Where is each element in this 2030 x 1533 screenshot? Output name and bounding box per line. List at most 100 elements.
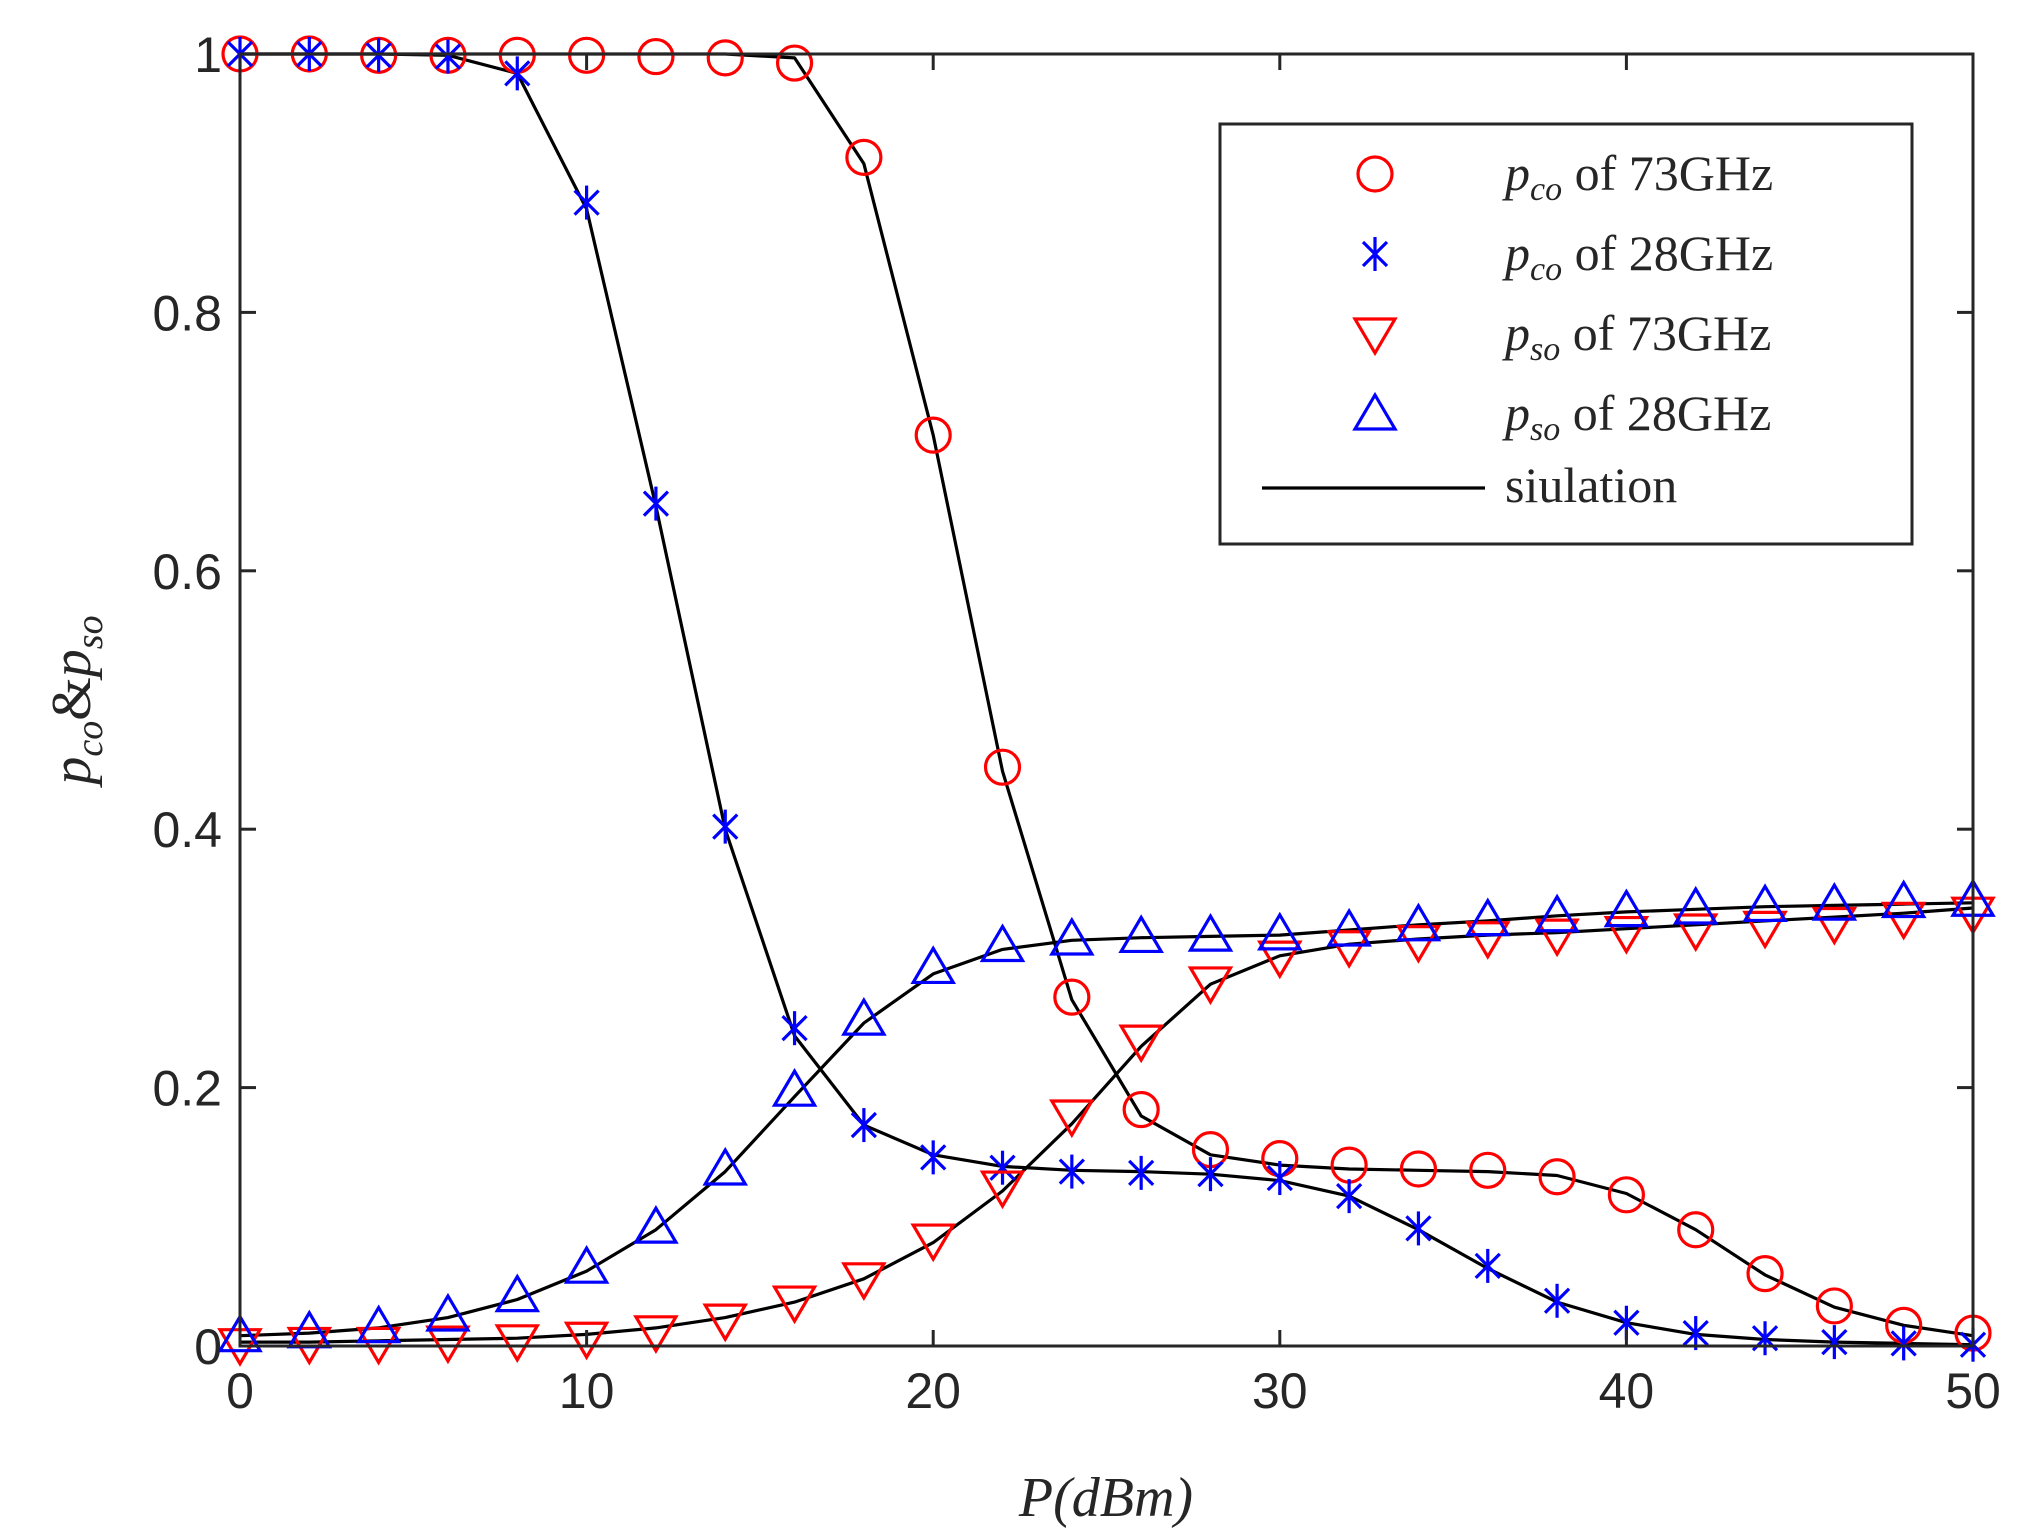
data-point <box>781 1011 808 1046</box>
marker-triangle-down <box>633 1315 679 1354</box>
data-point <box>1677 1211 1715 1249</box>
marker-triangle-down <box>1326 930 1372 969</box>
marker-triangle-up <box>563 1245 610 1284</box>
data-point <box>504 56 531 91</box>
data-point <box>1197 1157 1224 1192</box>
legend-4-text: of 28GHz <box>1560 385 1771 441</box>
marker-triangle-up <box>633 1204 679 1244</box>
marker-circle <box>1815 1287 1853 1325</box>
marker-triangle-up <box>217 1313 263 1353</box>
y-tick-label: 0.2 <box>152 1061 222 1117</box>
data-point <box>1399 1150 1438 1188</box>
tick-labels: 0 10 20 30 40 50 0 0.2 0.4 0.6 0.8 1 <box>152 27 2000 1419</box>
data-point <box>845 138 883 176</box>
y-label-var-1: p <box>41 757 103 789</box>
marker-stroke <box>1266 1164 1293 1192</box>
data-point <box>1405 1211 1432 1246</box>
data-point <box>1815 1287 1853 1325</box>
marker-triangle-up <box>1352 391 1398 431</box>
marker-stroke <box>1821 1328 1848 1356</box>
legend: pco of 73GHz pco of 28GHz pso of 73GHz p… <box>1218 122 1914 546</box>
data-point <box>1053 978 1091 1016</box>
x-tick-label: 50 <box>1945 1363 2001 1419</box>
data-point <box>702 1146 749 1186</box>
data-point <box>979 1170 1026 1210</box>
legend-4-var: p <box>1502 385 1530 441</box>
marker-stroke <box>1474 1252 1501 1280</box>
legend-2-var: p <box>1502 225 1530 281</box>
marker-triangle-down <box>1049 1099 1095 1139</box>
marker-circle <box>637 37 675 76</box>
marker-triangle-down <box>1742 910 1788 950</box>
legend-item-5: siulation <box>1505 457 1677 513</box>
x-tick-label: 30 <box>1252 1363 1308 1419</box>
marker-triangle-up <box>1395 902 1442 942</box>
marker-triangle-down <box>494 1324 541 1363</box>
marker-triangle-down <box>1672 913 1719 953</box>
legend-1-text: of 73GHz <box>1562 145 1773 201</box>
legend-1-var: p <box>1502 145 1530 201</box>
y-label-sub-1: co <box>69 721 111 757</box>
marker-triangle-up <box>494 1273 541 1313</box>
marker-triangle-down <box>771 1285 818 1325</box>
data-point <box>1118 1024 1164 1064</box>
legend-swatches <box>1262 155 1485 490</box>
marker-circle <box>914 416 952 454</box>
data-point <box>910 1223 956 1263</box>
data-point <box>1746 1255 1784 1293</box>
legend-1-sub: co <box>1530 171 1562 208</box>
marker-triangle-down <box>1464 921 1511 960</box>
data-point <box>1811 881 1858 921</box>
marker-triangle-up <box>702 1146 749 1186</box>
marker-triangle-up <box>979 923 1026 963</box>
marker-circle <box>983 748 1022 786</box>
data-point <box>1880 901 1927 941</box>
marker-circle <box>1677 1211 1715 1249</box>
marker-circle <box>1746 1255 1784 1293</box>
marker-stroke <box>989 1154 1016 1181</box>
marker-circle <box>775 44 814 82</box>
data-point <box>425 1292 471 1332</box>
marker-stroke <box>1682 1319 1709 1347</box>
marker-stroke <box>1890 1330 1917 1357</box>
marker-triangle-down <box>1880 901 1927 941</box>
data-point <box>1187 966 1234 1006</box>
axis-ticks <box>238 52 1975 1348</box>
data-point <box>1122 1090 1160 1129</box>
data-point <box>1607 1176 1646 1214</box>
marker-circle <box>1356 155 1394 193</box>
data-point <box>1534 893 1580 933</box>
x-axis-label: P(dBm) <box>1018 1467 1193 1529</box>
marker-triangle-up <box>425 1292 471 1332</box>
data-point <box>841 1262 887 1301</box>
legend-2-sub: co <box>1530 251 1562 288</box>
data-point <box>1257 940 1303 980</box>
marker-triangle-down <box>979 1170 1026 1210</box>
marker-triangle-up <box>841 996 887 1036</box>
marker-circle <box>1122 1090 1160 1129</box>
legend-item-2: pco of 28GHz <box>1502 225 1773 288</box>
data-point <box>355 1304 402 1344</box>
legend-4-sub: so <box>1530 411 1560 448</box>
marker-stroke <box>1335 1182 1363 1210</box>
x-tick-label: 10 <box>559 1363 615 1419</box>
marker-triangle-down <box>563 1321 610 1361</box>
legend-marker-4 <box>1352 391 1398 431</box>
legend-item-1: pco of 73GHz <box>1502 145 1773 208</box>
data-point <box>989 1150 1016 1185</box>
legend-item-3: pso of 73GHz <box>1502 305 1771 368</box>
data-point <box>494 1273 541 1313</box>
data-point <box>642 486 670 521</box>
data-point <box>702 1303 749 1343</box>
y-label-var-2: p <box>41 649 103 681</box>
marker-triangle-down <box>841 1262 887 1301</box>
marker-triangle-up <box>1326 907 1372 947</box>
x-tick-label: 40 <box>1599 1363 1655 1419</box>
data-point <box>1128 1155 1155 1190</box>
marker-stroke <box>573 189 600 216</box>
data-point <box>425 1325 471 1365</box>
y-tick-label: 0.4 <box>152 802 222 858</box>
marker-triangle-down <box>1352 317 1398 357</box>
marker-stroke <box>642 490 670 517</box>
